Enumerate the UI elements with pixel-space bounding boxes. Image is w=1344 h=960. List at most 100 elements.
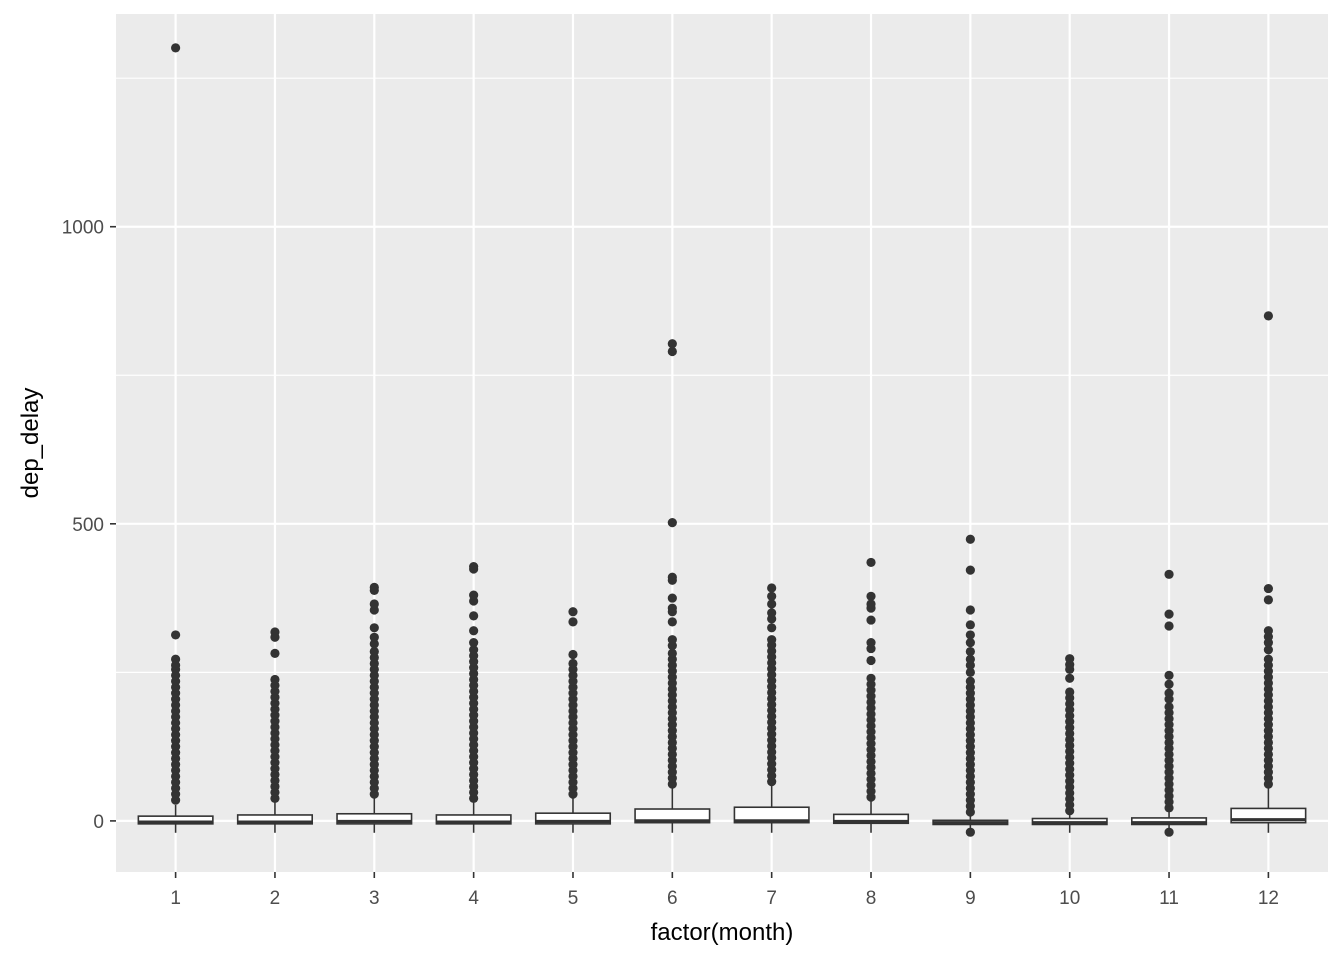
outlier-point xyxy=(568,658,578,669)
box-body xyxy=(634,808,711,824)
box-body xyxy=(832,813,910,825)
minor-gridlines xyxy=(116,77,1328,673)
outlier-point xyxy=(1164,688,1174,698)
x-tick-label: 12 xyxy=(1258,888,1279,909)
outlier-point xyxy=(866,591,876,601)
box-month-5 xyxy=(534,607,612,833)
box-month-2 xyxy=(236,627,314,833)
outlier-point xyxy=(270,648,280,658)
outlier-point xyxy=(667,617,677,627)
box-month-11 xyxy=(1130,569,1208,837)
x-tick-label: 3 xyxy=(369,888,380,909)
outlier-point xyxy=(1065,654,1075,664)
y-tick-label: 0 xyxy=(93,812,104,833)
outlier-point xyxy=(767,591,777,601)
outlier-point xyxy=(1164,827,1174,837)
y-axis: 0 500 1000 xyxy=(62,218,116,833)
outlier-point xyxy=(369,623,379,633)
x-tick-label: 6 xyxy=(667,888,678,909)
outlier-point xyxy=(767,608,777,618)
box-body xyxy=(534,812,612,825)
outlier-point xyxy=(270,674,280,685)
box-body xyxy=(236,814,314,825)
outlier-point xyxy=(568,607,578,617)
outlier-point xyxy=(270,627,280,637)
outlier-point xyxy=(667,572,677,582)
x-tick-label: 11 xyxy=(1159,888,1179,909)
outlier-point xyxy=(866,599,876,609)
outlier-point xyxy=(767,583,777,593)
outlier-point xyxy=(1263,595,1273,605)
outlier-point xyxy=(667,339,677,349)
outlier-point xyxy=(767,635,777,645)
x-tick-label: 5 xyxy=(568,888,579,909)
x-tick-label: 1 xyxy=(170,888,181,909)
box-month-10 xyxy=(1031,654,1108,833)
outlier-point xyxy=(965,827,975,837)
outlier-point xyxy=(965,605,975,615)
outlier-point xyxy=(965,565,975,575)
outlier-point xyxy=(767,599,777,609)
outlier-point xyxy=(369,646,379,657)
outlier-point xyxy=(866,638,876,648)
y-tick-label: 1000 xyxy=(62,218,104,239)
x-tick-label: 9 xyxy=(965,888,976,909)
outlier-point xyxy=(667,635,677,645)
outlier-point xyxy=(171,43,181,53)
outlier-point xyxy=(965,534,975,544)
outlier-point xyxy=(965,638,975,648)
outlier-point xyxy=(469,561,479,572)
outlier-point xyxy=(965,646,975,657)
outlier-point xyxy=(469,645,479,655)
outlier-point xyxy=(965,667,975,677)
x-tick-label: 8 xyxy=(866,888,877,909)
outlier-point xyxy=(767,623,777,633)
panel-background xyxy=(116,14,1328,872)
outlier-point xyxy=(1164,609,1174,619)
outlier-point xyxy=(1263,645,1273,655)
outlier-point xyxy=(469,638,479,648)
box-month-3 xyxy=(336,582,413,833)
outlier-point xyxy=(369,632,379,642)
outlier-point xyxy=(1263,583,1273,594)
outlier-point xyxy=(965,676,975,686)
outlier-point xyxy=(1263,626,1273,636)
outlier-point xyxy=(1164,702,1174,712)
outlier-point xyxy=(369,599,379,609)
x-tick-label: 7 xyxy=(766,888,777,909)
outlier-point xyxy=(171,654,181,664)
outlier-point xyxy=(965,620,975,630)
outlier-point xyxy=(1263,311,1273,321)
outlier-point xyxy=(667,648,677,658)
outlier-point xyxy=(568,617,578,627)
box-body xyxy=(733,806,810,824)
outlier-point xyxy=(568,649,578,660)
x-tick-label: 4 xyxy=(468,888,479,909)
outlier-point xyxy=(667,593,677,603)
outlier-point xyxy=(469,626,479,636)
outlier-point xyxy=(667,346,677,357)
outlier-point xyxy=(1164,679,1174,689)
outlier-point xyxy=(965,630,975,640)
box-body xyxy=(435,814,512,825)
outlier-point xyxy=(369,639,379,649)
outlier-point xyxy=(369,582,379,592)
outlier-point xyxy=(469,611,479,621)
outlier-point xyxy=(1164,621,1174,631)
box-month-12 xyxy=(1230,311,1307,833)
outlier-point xyxy=(1065,673,1075,683)
outlier-point xyxy=(1164,670,1174,680)
outlier-point xyxy=(1263,654,1273,664)
outlier-point xyxy=(866,615,876,625)
box-body xyxy=(137,815,214,825)
box-month-4 xyxy=(435,561,512,833)
outlier-point xyxy=(469,590,479,600)
box-body xyxy=(336,812,413,825)
box-month-1 xyxy=(137,43,214,833)
outlier-point xyxy=(171,630,181,640)
outlier-point xyxy=(866,655,876,666)
outlier-point xyxy=(1065,687,1075,697)
x-axis: 1 2 3 4 5 6 7 8 9 10 11 12 xyxy=(170,872,1279,909)
y-tick-label: 500 xyxy=(72,515,104,536)
outlier-point xyxy=(965,654,975,664)
